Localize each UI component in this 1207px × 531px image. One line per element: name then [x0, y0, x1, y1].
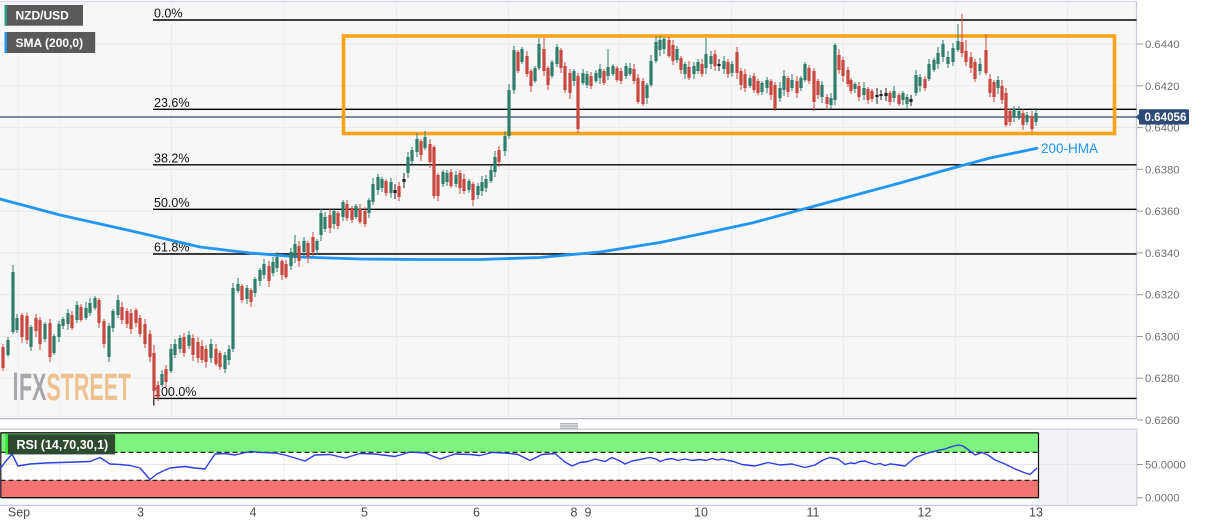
svg-text:SMA (200,0): SMA (200,0) — [16, 36, 84, 50]
svg-text:0.6380: 0.6380 — [1145, 164, 1180, 176]
svg-text:Sep: Sep — [8, 506, 30, 520]
svg-text:13: 13 — [1029, 506, 1043, 520]
svg-text:50.0%: 50.0% — [154, 196, 189, 210]
svg-text:0.6420: 0.6420 — [1145, 81, 1180, 93]
svg-text:0.6320: 0.6320 — [1145, 290, 1180, 302]
svg-text:RSI (14,70,30,1): RSI (14,70,30,1) — [17, 438, 109, 452]
svg-text:50.0000: 50.0000 — [1145, 460, 1186, 472]
svg-text:0.6400: 0.6400 — [1145, 123, 1180, 135]
svg-text:8: 8 — [571, 506, 578, 520]
svg-text:200-HMA: 200-HMA — [1041, 141, 1098, 156]
svg-text:3: 3 — [137, 506, 144, 520]
svg-text:0.0000: 0.0000 — [1145, 493, 1180, 505]
svg-text:FXSTREET: FXSTREET — [19, 366, 131, 409]
svg-text:61.8%: 61.8% — [154, 241, 189, 255]
svg-text:23.6%: 23.6% — [154, 96, 189, 110]
svg-text:6: 6 — [473, 506, 480, 520]
svg-text:NZD/USD: NZD/USD — [16, 9, 70, 23]
svg-text:9: 9 — [585, 506, 592, 520]
svg-text:38.2%: 38.2% — [154, 151, 189, 165]
svg-text:4: 4 — [250, 506, 257, 520]
svg-text:0.64056: 0.64056 — [1145, 111, 1187, 124]
svg-text:0.0%: 0.0% — [154, 7, 183, 21]
svg-text:100.0%: 100.0% — [154, 385, 196, 399]
svg-text:0.6260: 0.6260 — [1145, 415, 1180, 427]
svg-text:12: 12 — [918, 506, 932, 520]
svg-text:0.6340: 0.6340 — [1145, 248, 1180, 260]
svg-text:0.6300: 0.6300 — [1145, 332, 1180, 344]
svg-text:5: 5 — [361, 506, 368, 520]
svg-text:0.6280: 0.6280 — [1145, 373, 1180, 385]
svg-text:10: 10 — [694, 506, 708, 520]
svg-text:0.6440: 0.6440 — [1145, 39, 1180, 51]
svg-text:0.6360: 0.6360 — [1145, 206, 1180, 218]
svg-text:11: 11 — [807, 506, 820, 520]
